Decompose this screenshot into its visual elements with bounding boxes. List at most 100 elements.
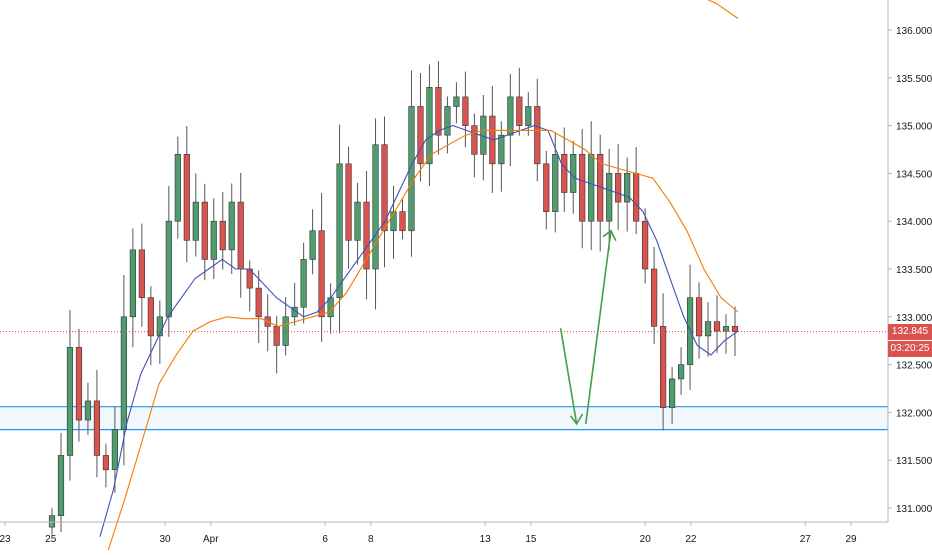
moving-averages-layer [99, 0, 739, 552]
candle [57, 433, 65, 533]
candle [363, 171, 370, 300]
candle [498, 121, 505, 192]
x-tick-label: 23 [0, 534, 11, 545]
upper-orange-curve [707, 0, 739, 19]
candle-body [624, 173, 631, 203]
candle-body [561, 153, 568, 193]
candle [201, 183, 208, 281]
candle [669, 366, 676, 425]
candle [480, 95, 487, 181]
candle [471, 113, 478, 178]
candle [597, 134, 604, 252]
candle-body [552, 153, 559, 212]
candle [642, 208, 649, 284]
x-tick-label: 27 [800, 534, 812, 545]
projection-layer [559, 229, 617, 426]
candle-body [408, 106, 415, 232]
candle [695, 282, 703, 359]
x-tick-label: 6 [322, 534, 328, 545]
candle-body [426, 87, 433, 165]
candle [372, 118, 379, 310]
candle [615, 144, 622, 230]
candle [561, 127, 568, 213]
candle [66, 310, 74, 481]
candle [660, 293, 667, 431]
ma-slow-line [107, 129, 739, 552]
candle [174, 136, 181, 239]
candle-body [309, 230, 316, 260]
y-tick-label: 131.500 [896, 456, 932, 467]
candle [336, 124, 343, 334]
candle-body [731, 326, 739, 332]
candle-body [498, 134, 505, 165]
candle-body [704, 321, 712, 337]
candle [219, 192, 226, 270]
candle-body [677, 364, 685, 380]
candle [228, 183, 235, 275]
x-tick-label: 30 [159, 534, 171, 545]
candle [309, 209, 316, 275]
candle [435, 61, 442, 155]
candle-body [120, 316, 127, 430]
candle-body [435, 87, 442, 136]
candle [183, 126, 190, 263]
x-tick-label: 29 [845, 534, 857, 545]
candle-body [201, 201, 208, 260]
candle [165, 185, 172, 337]
candle [93, 369, 101, 478]
candles-layer [48, 61, 739, 535]
candle [102, 443, 110, 488]
candle-body [219, 220, 226, 251]
candle [722, 314, 730, 354]
candle [399, 199, 406, 240]
candle [192, 173, 199, 257]
candle-body [417, 106, 424, 165]
candle [48, 508, 56, 535]
candle [444, 96, 451, 154]
candle [381, 116, 388, 268]
candle [426, 64, 433, 186]
candle-body [210, 220, 217, 260]
candle [120, 275, 127, 466]
candle-body [722, 326, 730, 332]
y-tick-label: 135.000 [896, 122, 932, 133]
candle-body [129, 249, 136, 318]
candle [84, 382, 92, 436]
candle-body [48, 515, 56, 528]
candle [354, 182, 361, 265]
candle-body [525, 106, 532, 126]
support-zone-fill [0, 406, 888, 430]
candle-body [579, 153, 586, 222]
candle-body [156, 316, 163, 337]
candle [516, 67, 523, 136]
candle-body [66, 347, 74, 456]
candle [291, 282, 298, 326]
candle [579, 128, 586, 249]
candle [588, 121, 595, 250]
candle-body [399, 211, 406, 232]
support-zone-layer [0, 406, 888, 431]
x-tick-label: 25 [45, 534, 57, 545]
candle-body [588, 153, 595, 222]
candle-body [372, 144, 379, 270]
x-tick-label: 22 [685, 534, 697, 545]
projection-up-line [584, 230, 612, 424]
candle-body [381, 144, 388, 232]
current-price-label: 132.845 [888, 323, 932, 340]
candle-body [102, 455, 110, 471]
candle [570, 140, 577, 214]
candle-body [273, 326, 280, 346]
candle-body [165, 220, 172, 318]
candle-body [183, 153, 190, 241]
projection-down-arrowhead [569, 413, 584, 426]
candle-body [147, 297, 154, 337]
candle [453, 82, 460, 124]
candle [156, 300, 163, 364]
candle-body [138, 249, 145, 298]
candle [318, 192, 325, 342]
candle-body [471, 125, 478, 155]
y-tick-label: 133.500 [896, 265, 932, 276]
